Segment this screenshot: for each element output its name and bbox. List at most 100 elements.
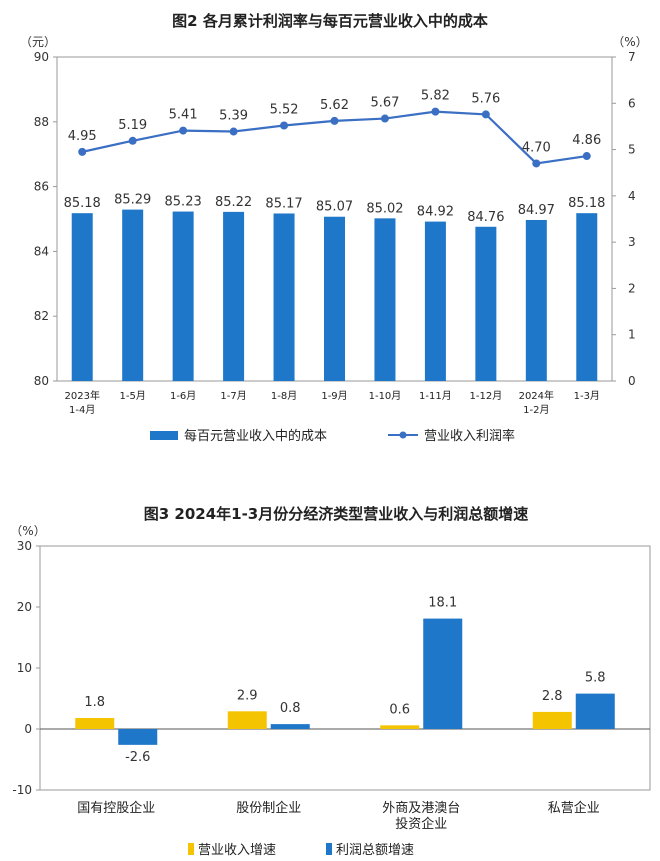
legend-line-label: 营业收入利润率 (424, 428, 515, 444)
profit-margin-label: 5.19 (118, 118, 147, 133)
profit-margin-label: 5.82 (421, 89, 450, 104)
chart-3-y-axis: -10 0 10 20 30 (12, 539, 40, 797)
right-tick-label: 5 (628, 143, 636, 157)
chart-3-bars: 1.8 -2.6 2.9 0.8 0.6 18.1 2.8 5.8 (75, 596, 615, 765)
chart-3-unit: （%） (10, 524, 45, 538)
legend-bar-swatch (150, 431, 178, 440)
cost-bar-label: 85.02 (366, 201, 403, 216)
legend-profit-label: 利润总额增速 (336, 843, 414, 858)
revenue-growth-bar (380, 725, 420, 729)
cost-bar (525, 219, 547, 381)
x-category-label: 1-7月 (220, 390, 246, 402)
cost-bar-label: 85.18 (64, 196, 101, 211)
profit-margin-point (532, 159, 541, 168)
revenue-growth-label: 2.9 (237, 688, 258, 703)
cost-bar (374, 218, 396, 381)
profit-margin-label: 5.41 (169, 108, 198, 123)
cost-bar (122, 209, 144, 381)
right-tick-label: 7 (628, 50, 636, 64)
left-tick-label: 86 (34, 180, 49, 194)
cost-bar-label: 85.07 (316, 200, 353, 215)
right-tick-label: 3 (628, 235, 636, 249)
profit-margin-label: 4.86 (572, 133, 601, 148)
chart-2-line: 4.95 5.19 5.41 5.39 5.52 5.62 5.67 5.82 5.76 4.70… (68, 89, 601, 168)
cost-bar (576, 213, 598, 381)
y-tick-label: 0 (24, 722, 32, 736)
chart-3-title: 图3 2024年1-3月份分经济类型营业收入与利润总额增速 (144, 505, 529, 523)
y-tick-label: -10 (12, 783, 32, 797)
chart-2-right-axis: 0 1 2 3 4 5 6 7 (612, 50, 636, 388)
cost-bar-label: 85.18 (568, 196, 605, 211)
profit-margin-label: 5.62 (320, 98, 349, 113)
chart-2-x-axis: 2023年 1-4月 1-5月 1-6月 1-7月 1-8月 1-9月 1-10月 1-11月 1… (65, 389, 600, 416)
profit-margin-label: 5.67 (370, 96, 399, 111)
x-category-label: 2024年 (519, 389, 554, 402)
profit-margin-point (280, 121, 289, 130)
profit-margin-point (431, 107, 440, 116)
cost-bar-label: 84.76 (467, 210, 504, 225)
x-category-label: 2023年 (65, 389, 100, 402)
chart-2-bars: 85.18 85.29 85.23 85.22 85.17 85.07 85.02 84.92… (64, 193, 605, 381)
cost-bar-label: 84.97 (518, 203, 555, 218)
revenue-growth-label: 0.6 (389, 702, 410, 717)
legend-line-marker (399, 431, 407, 439)
x-category-label: 1-5月 (120, 390, 146, 402)
cost-bar (424, 221, 446, 381)
x-category-label: 外商及港澳台 (382, 800, 460, 816)
legend-bar-label: 每百元营业收入中的成本 (184, 428, 327, 444)
left-tick-label: 84 (34, 244, 49, 258)
y-tick-label: 30 (17, 539, 32, 553)
cost-bar (273, 213, 295, 381)
chart-3: 图3 2024年1-3月份分经济类型营业收入与利润总额增速 （%） -10 0 10… (10, 505, 651, 858)
legend-profit-swatch (326, 843, 332, 855)
left-tick-label: 80 (34, 374, 49, 388)
cost-bar-label: 85.17 (265, 196, 302, 211)
cost-bar-label: 85.23 (165, 195, 202, 210)
x-category-label: 1-10月 (369, 390, 402, 402)
x-category-label: 1-11月 (419, 390, 452, 402)
x-category-label: 1-9月 (321, 390, 347, 402)
cost-bar-label: 84.92 (417, 205, 454, 220)
x-category-label: 1-2月 (523, 404, 549, 416)
right-tick-label: 0 (628, 374, 636, 388)
x-category-label: 1-8月 (271, 390, 297, 402)
left-tick-label: 88 (34, 115, 49, 129)
y-tick-label: 20 (17, 600, 32, 614)
profit-margin-label: 4.70 (522, 140, 551, 155)
cost-bar-label: 85.22 (215, 195, 252, 210)
profit-growth-bar (423, 618, 463, 729)
profit-growth-bar (270, 724, 310, 729)
profit-growth-label: -2.6 (125, 750, 150, 765)
cost-bar (223, 211, 245, 381)
revenue-growth-bar (75, 718, 115, 729)
revenue-growth-bar (227, 711, 267, 729)
profit-margin-point (582, 152, 591, 161)
revenue-growth-label: 2.8 (542, 689, 563, 704)
x-category-label: 股份制企业 (236, 800, 301, 816)
profit-margin-point (229, 127, 238, 136)
profit-margin-label: 5.39 (219, 109, 248, 124)
x-category-label: 1-6月 (170, 390, 196, 402)
profit-margin-point (380, 114, 389, 123)
revenue-growth-label: 1.8 (84, 695, 105, 710)
profit-growth-label: 5.8 (585, 671, 606, 686)
right-tick-label: 4 (628, 189, 636, 203)
profit-growth-bar (575, 693, 615, 729)
right-tick-label: 1 (628, 328, 636, 342)
x-category-label: 1-4月 (69, 404, 95, 416)
chart-2-title: 图2 各月累计利润率与每百元营业收入中的成本 (172, 12, 488, 30)
x-category-label: 1-3月 (574, 390, 600, 402)
x-category-label: 投资企业 (395, 816, 447, 832)
cost-bar (71, 213, 93, 381)
y-tick-label: 10 (17, 661, 32, 675)
profit-growth-label: 18.1 (428, 596, 457, 611)
profit-margin-point (78, 147, 87, 156)
chart-3-legend: 营业收入增速 利润总额增速 (188, 843, 414, 858)
x-category-label: 私营企业 (548, 800, 600, 816)
legend-revenue-swatch (188, 843, 194, 855)
cost-bar (475, 226, 497, 381)
profit-margin-label: 5.52 (270, 103, 299, 118)
chart-2-left-unit: （元） (20, 35, 56, 49)
